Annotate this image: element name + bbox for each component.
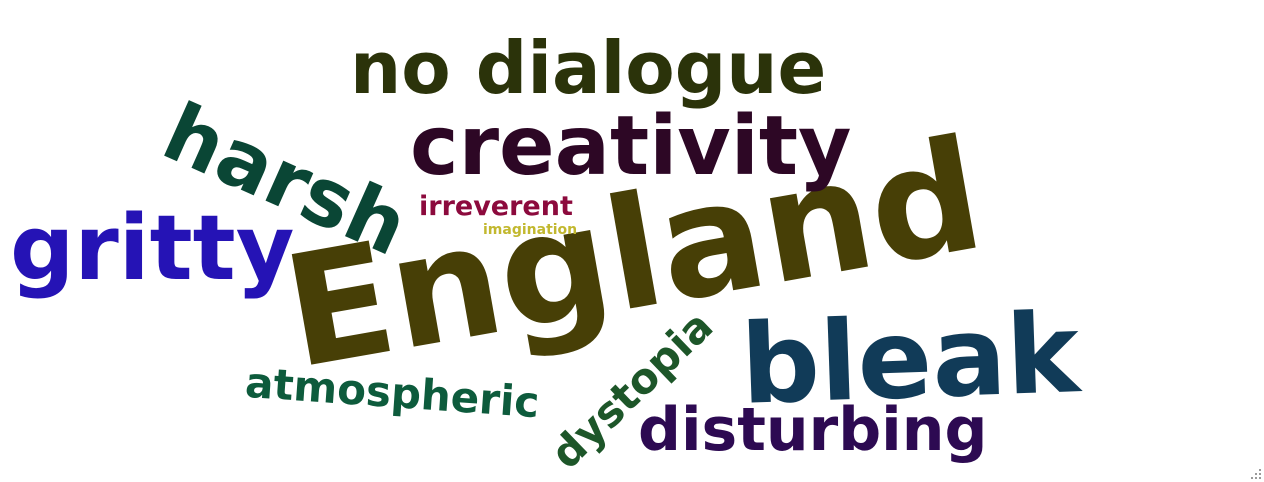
word-irreverent: irreverent	[419, 191, 573, 222]
word-imagination: imagination	[483, 222, 578, 238]
word-creativity: creativity	[410, 99, 852, 194]
word-no-dialogue: no dialogue	[350, 26, 827, 110]
word-disturbing: disturbing	[638, 395, 988, 465]
word-atmospheric: atmospheric	[243, 357, 541, 428]
word-gritty: gritty	[10, 196, 295, 301]
resize-grip-icon[interactable]	[1251, 469, 1261, 479]
